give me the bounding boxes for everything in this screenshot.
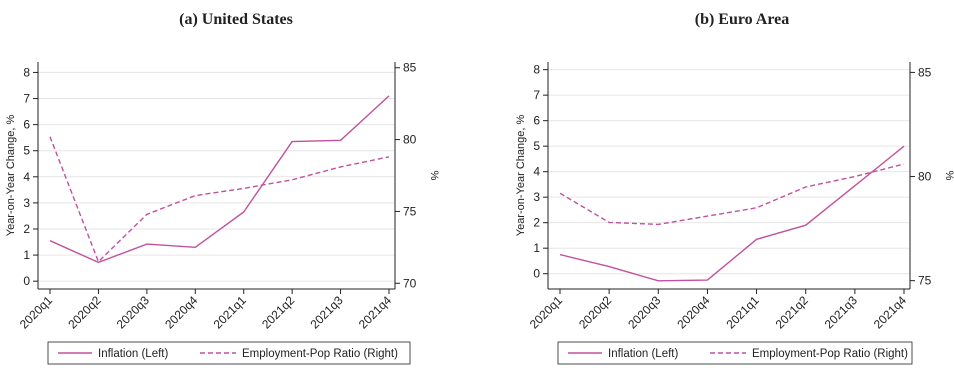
left-tick-label: 1	[23, 248, 30, 262]
y-axis-label-right: %	[428, 171, 440, 181]
series-line-employment-pop-ratio	[50, 137, 389, 262]
chart-title: (a) United States	[179, 11, 293, 28]
left-tick-label: 8	[533, 63, 540, 77]
x-tick-label: 2021q3	[822, 293, 860, 331]
x-tick-label: 2020q1	[17, 293, 55, 331]
right-tick-label: 85	[403, 61, 417, 75]
legend-label-inflation: Inflation (Left)	[608, 348, 678, 360]
left-tick-label: 0	[533, 267, 540, 281]
left-tick-label: 6	[23, 118, 30, 132]
left-tick-label: 8	[23, 65, 30, 79]
y-axis-label-left: Year-on-Year Change, %	[515, 115, 527, 237]
right-tick-label: 70	[403, 276, 417, 290]
x-tick-label: 2020q4	[674, 293, 712, 331]
chart-1: (a) United States 0 1 2 3 4 5 6 7 8 70 75 80 85 2020q1…	[5, 11, 440, 364]
left-tick-label: 7	[533, 88, 540, 102]
left-tick-label: 2	[533, 216, 540, 230]
left-tick-label: 3	[533, 190, 540, 204]
left-tick-label: 6	[533, 114, 540, 128]
left-tick-label: 2	[23, 222, 30, 236]
left-tick-label: 5	[533, 139, 540, 153]
left-tick-label: 3	[23, 196, 30, 210]
left-tick-label: 5	[23, 144, 30, 158]
x-tick-label: 2021q2	[259, 293, 297, 331]
left-tick-label: 1	[533, 241, 540, 255]
x-tick-label: 2021q2	[773, 293, 811, 331]
x-tick-label: 2021q4	[871, 293, 909, 331]
x-tick-label: 2020q3	[114, 293, 152, 331]
legend-label-employment-pop-ratio: Employment-Pop Ratio (Right)	[242, 348, 398, 360]
left-tick-label: 4	[23, 170, 30, 184]
x-tick-label: 2020q2	[65, 293, 103, 331]
series-line-employment-pop-ratio	[560, 164, 904, 224]
x-tick-label: 2021q1	[211, 293, 249, 331]
left-tick-label: 7	[23, 92, 30, 106]
x-tick-label: 2021q3	[307, 293, 345, 331]
x-tick-label: 2020q2	[576, 293, 614, 331]
series-line-inflation	[560, 146, 904, 281]
x-tick-label: 2021q1	[723, 293, 761, 331]
left-tick-label: 4	[533, 165, 540, 179]
chart-2: (b) Euro Area 0 1 2 3 4 5 6 7 8 75 80 85 2020q1 2020q2…	[515, 11, 954, 364]
right-tick-label: 75	[918, 274, 932, 288]
y-axis-label-left: Year-on-Year Change, %	[5, 115, 17, 237]
x-tick-label: 2021q4	[356, 293, 394, 331]
right-tick-label: 80	[403, 133, 417, 147]
right-tick-label: 85	[918, 65, 932, 79]
series-line-inflation	[50, 96, 389, 263]
x-tick-label: 2020q3	[625, 293, 663, 331]
right-tick-label: 80	[918, 170, 932, 184]
legend-label-inflation: Inflation (Left)	[98, 348, 168, 360]
legend-label-employment-pop-ratio: Employment-Pop Ratio (Right)	[752, 348, 908, 360]
chart-title: (b) Euro Area	[695, 11, 790, 28]
right-tick-label: 75	[403, 204, 417, 218]
left-tick-label: 0	[23, 274, 30, 288]
x-tick-label: 2020q1	[527, 293, 565, 331]
x-tick-label: 2020q4	[162, 293, 200, 331]
y-axis-label-right: %	[943, 171, 954, 181]
